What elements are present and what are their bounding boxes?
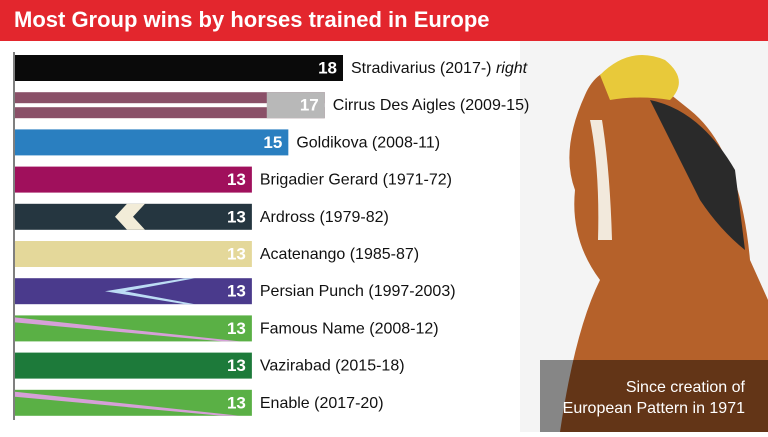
category-label: Brigadier Gerard (1971-72) bbox=[260, 172, 452, 189]
title-band bbox=[0, 0, 768, 41]
bar bbox=[15, 166, 252, 193]
category-label: Cirrus Des Aigles (2009-15) bbox=[333, 97, 530, 114]
bar bbox=[15, 389, 252, 416]
horse-photo bbox=[520, 41, 768, 433]
value-label: 13 bbox=[227, 170, 246, 189]
category-name: Acatenango (1985-87) bbox=[260, 246, 419, 263]
bar bbox=[15, 129, 289, 156]
bar-pattern bbox=[15, 317, 240, 342]
value-label: 18 bbox=[318, 58, 337, 77]
category-label: Acatenango (1985-87) bbox=[260, 246, 419, 263]
category-name: Enable (2017-20) bbox=[260, 395, 384, 412]
category-name: Vazirabad (2015-18) bbox=[260, 358, 405, 375]
category-name: Famous Name (2008-12) bbox=[260, 321, 439, 338]
category-name: Ardross (1979-82) bbox=[260, 209, 389, 226]
value-label: 13 bbox=[227, 319, 246, 338]
category-name: Stradivarius (2017-) bbox=[351, 60, 492, 77]
bar-pattern bbox=[115, 203, 145, 230]
bar-stripe bbox=[15, 103, 325, 108]
value-label: 13 bbox=[227, 282, 246, 301]
annotation: European Pattern in 1971 bbox=[563, 400, 745, 417]
bar bbox=[15, 352, 252, 379]
category-name: Brigadier Gerard (1971-72) bbox=[260, 172, 452, 189]
bar-pattern bbox=[15, 391, 240, 416]
value-label: 13 bbox=[227, 356, 246, 375]
bar bbox=[15, 278, 252, 305]
category-label: Goldikova (2008-11) bbox=[296, 135, 440, 152]
bar bbox=[15, 55, 343, 81]
category-name: Cirrus Des Aigles (2009-15) bbox=[333, 97, 530, 114]
value-label: 13 bbox=[227, 207, 246, 226]
bar bbox=[15, 241, 252, 267]
category-label: Stradivarius (2017-) right bbox=[351, 60, 528, 77]
value-label: 15 bbox=[263, 133, 282, 152]
category-label: Enable (2017-20) bbox=[260, 395, 384, 412]
category-label: Ardross (1979-82) bbox=[260, 209, 389, 226]
bar-sleeve bbox=[266, 92, 325, 119]
category-label: Vazirabad (2015-18) bbox=[260, 358, 405, 375]
category-name: Goldikova (2008-11) bbox=[296, 135, 440, 152]
bar-pattern bbox=[105, 278, 195, 305]
category-name: Persian Punch (1997-2003) bbox=[260, 283, 456, 300]
value-label: 17 bbox=[300, 96, 319, 115]
category-label: Famous Name (2008-12) bbox=[260, 321, 439, 338]
category-note: right bbox=[496, 60, 528, 77]
category-label: Persian Punch (1997-2003) bbox=[260, 283, 456, 300]
annotation: Since creation of bbox=[626, 379, 746, 396]
value-label: 13 bbox=[227, 244, 246, 263]
value-label: 13 bbox=[227, 393, 246, 412]
bar bbox=[15, 315, 252, 342]
chart-title: Most Group wins by horses trained in Eur… bbox=[14, 7, 490, 32]
